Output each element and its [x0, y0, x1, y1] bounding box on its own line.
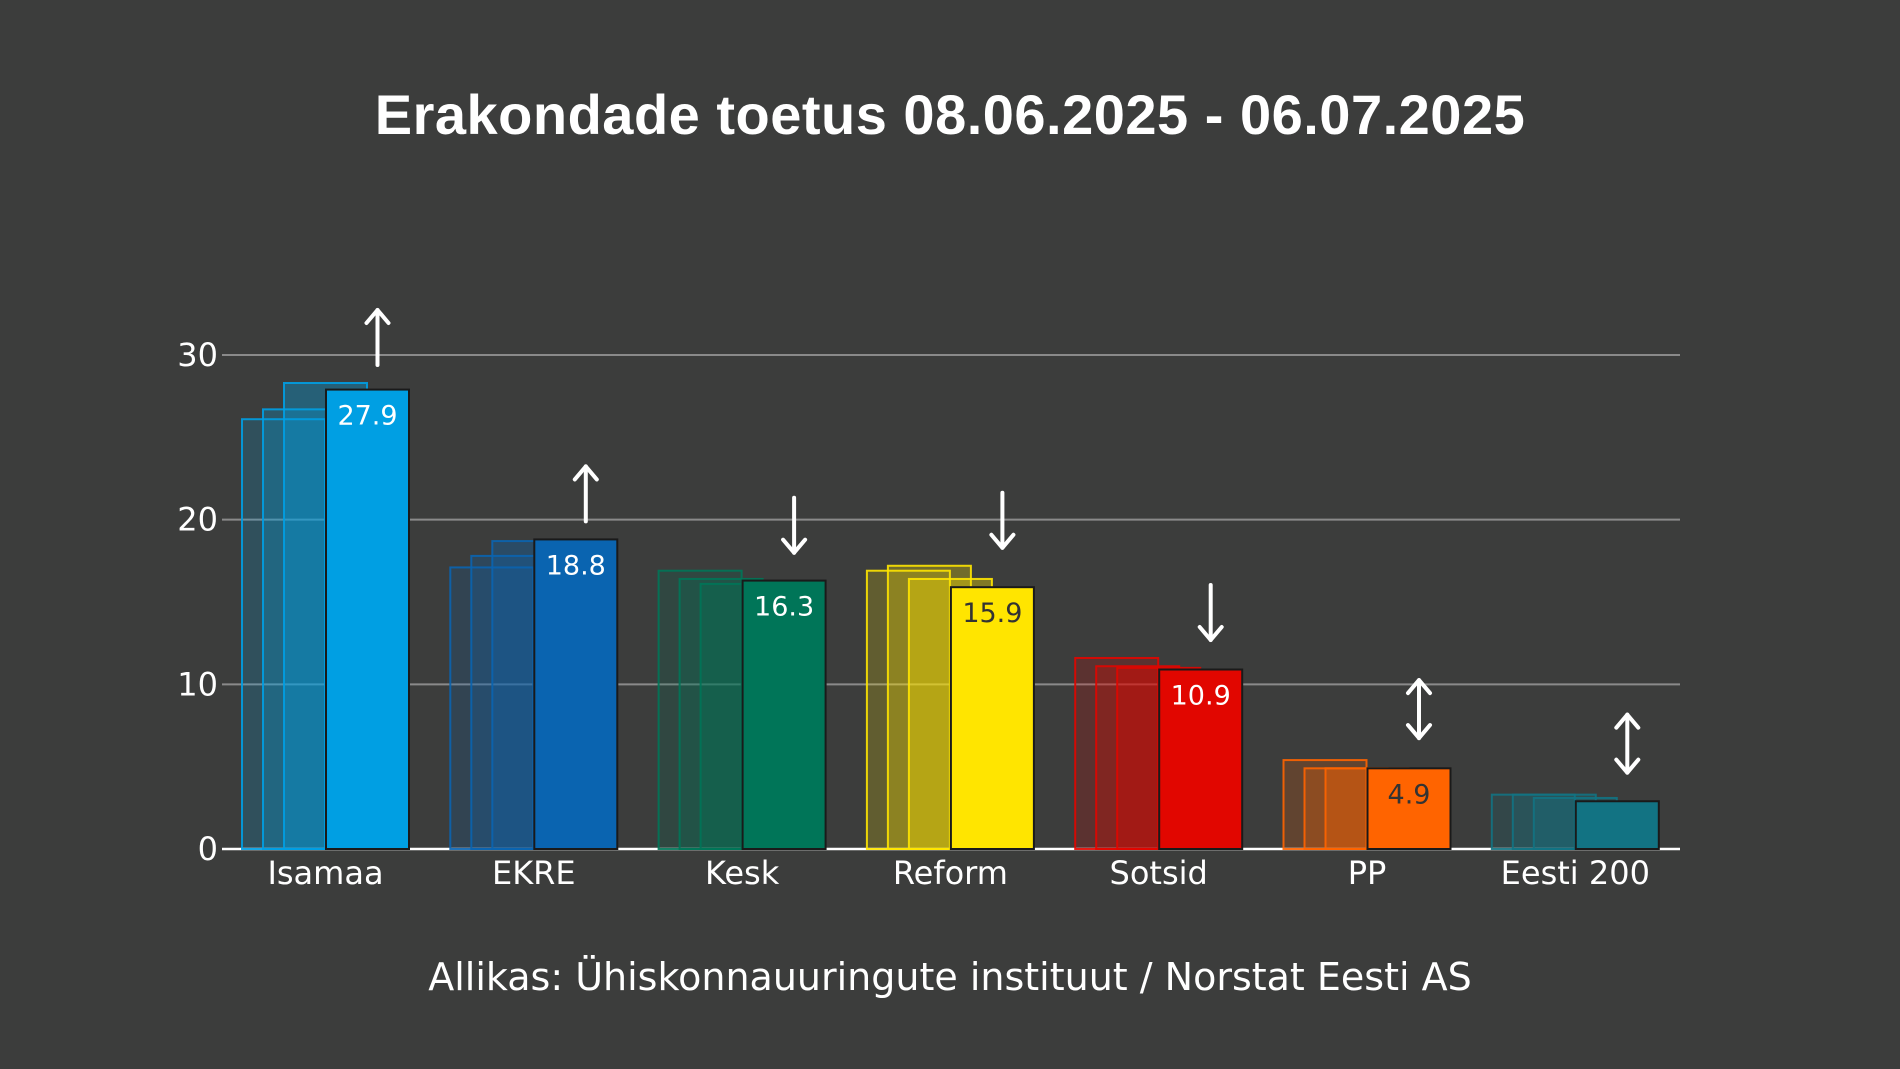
trend-arrow-both [1406, 678, 1432, 741]
bar-current [1574, 800, 1660, 850]
y-tick-label: 20 [177, 501, 218, 539]
y-tick-label: 0 [198, 830, 218, 868]
bar-current [325, 388, 410, 850]
trend-arrow-both [1614, 712, 1641, 775]
bar-current [741, 579, 827, 850]
source-note: Allikas: Ühiskonnauuringute instituut / … [428, 955, 1472, 999]
category-label: EKRE [492, 854, 576, 892]
category-label: PP [1348, 854, 1387, 892]
bar-current [1158, 668, 1244, 850]
data-label: 4.9 [1388, 779, 1431, 810]
category-label: Reform [893, 854, 1008, 892]
category-label: Isamaa [267, 854, 383, 892]
chart-title: Erakondade toetus 08.06.2025 - 06.07.202… [374, 83, 1526, 146]
data-label: 10.9 [1171, 681, 1231, 712]
y-tick-label: 10 [177, 665, 218, 703]
trend-arrows [364, 307, 1641, 775]
data-label: 18.8 [546, 550, 606, 581]
category-label: Kesk [705, 854, 780, 892]
bar-current [949, 586, 1035, 850]
data-label: 16.3 [754, 592, 814, 623]
labels: 0 10 20 30 27.9 Isamaa 18.8 EKRE 16.3 Kesk 15.9 Ref… [177, 336, 1650, 892]
y-tick-label: 30 [177, 336, 218, 374]
data-label: 27.9 [337, 401, 397, 432]
trend-arrow-down [989, 490, 1016, 550]
bar-current [1366, 767, 1452, 851]
trend-arrow-up [572, 464, 599, 524]
trend-arrow-up [364, 307, 391, 367]
bars [241, 381, 1660, 851]
trend-arrow-down [1197, 582, 1224, 642]
category-label: Eesti 200 [1501, 854, 1650, 892]
category-label: Sotsid [1110, 854, 1208, 892]
bar-current [533, 538, 619, 851]
trend-arrow-down [781, 495, 808, 555]
data-label: 15.9 [962, 598, 1022, 629]
